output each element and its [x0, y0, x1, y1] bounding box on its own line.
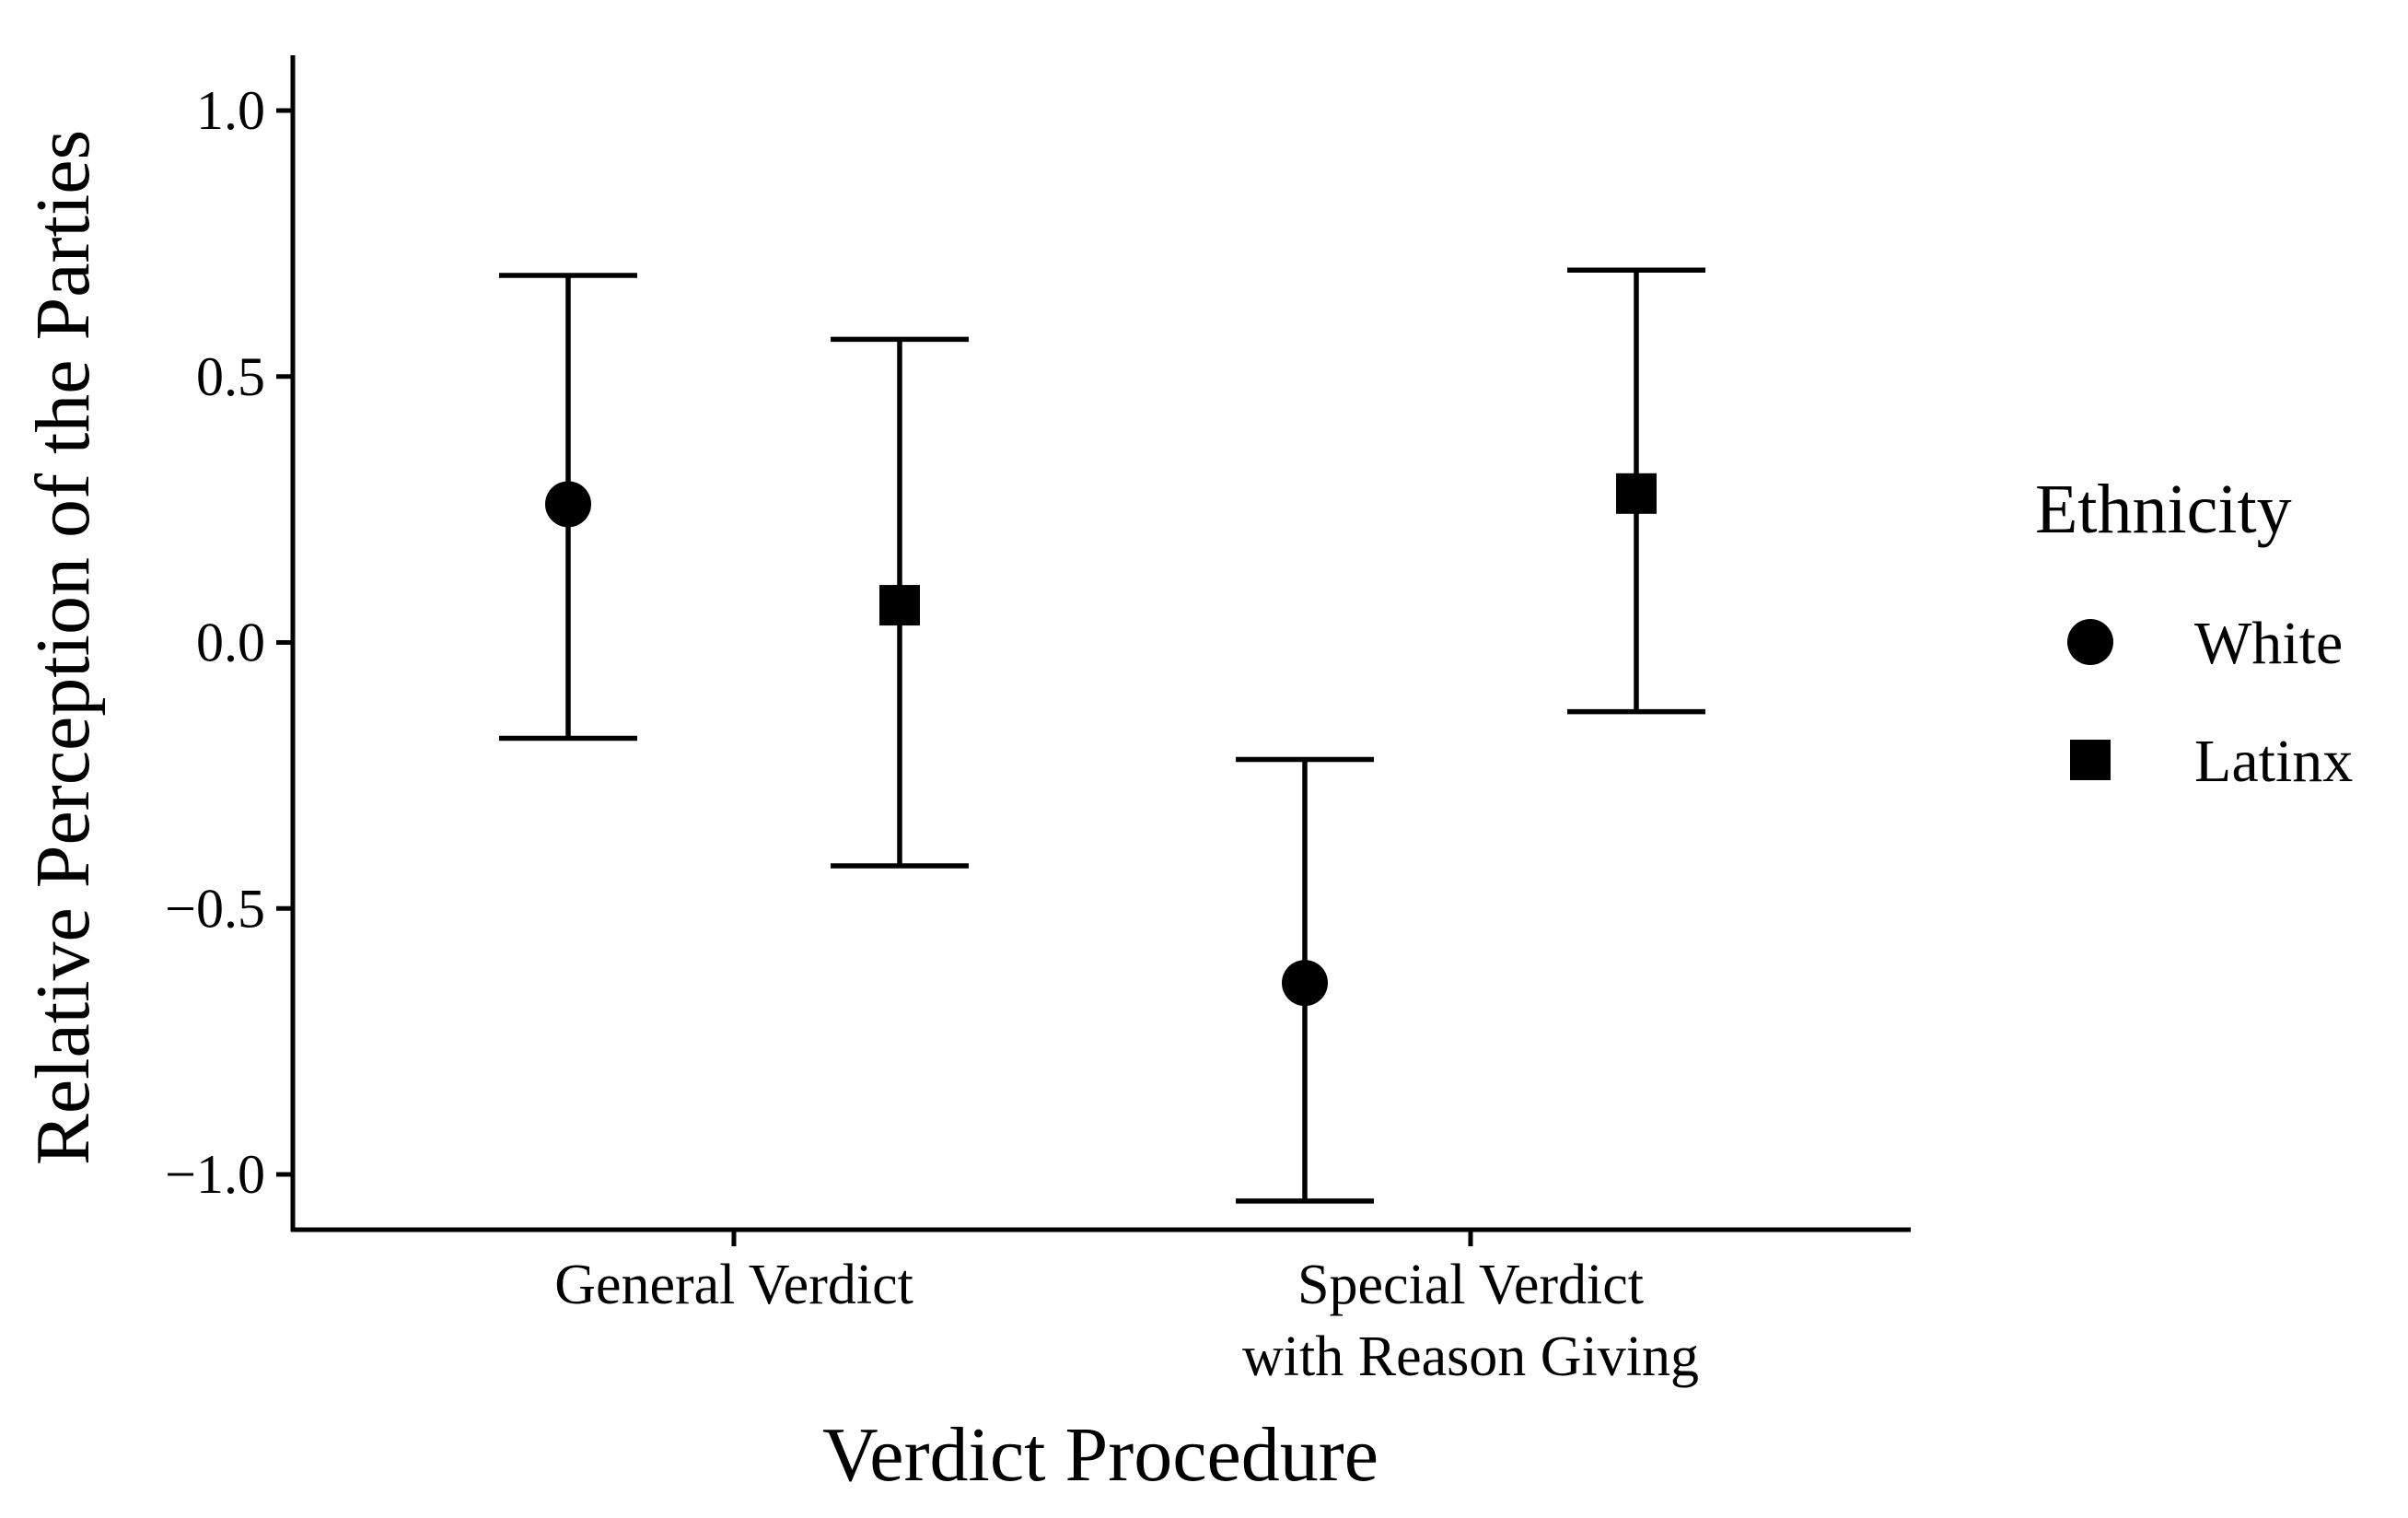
error-bar-group	[1236, 756, 1374, 1204]
error-bar-group	[1567, 267, 1705, 715]
y-tick-label: 0.0	[196, 613, 265, 673]
legend-label: Latinx	[2194, 728, 2353, 795]
error-bar-group	[499, 273, 637, 741]
y-tick-label: 1.0	[196, 80, 265, 141]
x-tick-label: Special Verdict	[1297, 1254, 1644, 1316]
y-axis-title: Relative Perception of the Parties	[20, 130, 106, 1165]
y-axis: 1.0 0.5 0.0 −0.5 −1.0	[165, 55, 296, 1232]
legend-title: Ethnicity	[2035, 471, 2292, 548]
legend: Ethnicity White Latinx	[2035, 471, 2353, 795]
y-tick-label: −0.5	[165, 878, 265, 939]
x-tick-label: General Verdict	[554, 1254, 913, 1316]
legend-items: White Latinx	[2067, 610, 2353, 795]
error-bar-group	[831, 336, 969, 869]
x-tick-label: with Reason Giving	[1242, 1325, 1699, 1388]
data-point-circle	[545, 481, 591, 528]
legend-key-circle	[2067, 619, 2113, 665]
x-axis: General Verdict Special Verdict with Reaso…	[291, 1227, 1911, 1388]
data-point-square	[879, 585, 920, 626]
x-axis-title: Verdict Procedure	[822, 1412, 1378, 1498]
legend-key-square	[2070, 740, 2111, 780]
y-tick-label: 0.5	[196, 346, 265, 407]
data-point-square	[1616, 473, 1657, 514]
y-tick-label: −1.0	[165, 1144, 265, 1205]
plot-area	[499, 267, 1705, 1204]
data-point-circle	[1282, 960, 1328, 1007]
legend-label: White	[2194, 610, 2343, 677]
